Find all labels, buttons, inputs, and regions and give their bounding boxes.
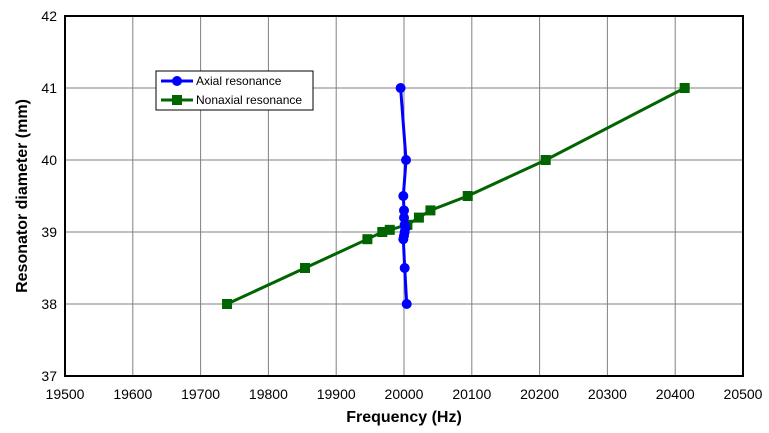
series-axial: [395, 83, 412, 309]
legend-marker-circle-icon: [172, 76, 182, 86]
y-tick-label: 38: [41, 296, 57, 312]
x-axis-ticks: 19500 19600 19700 19800 19900 20000 20100 20200…: [46, 386, 763, 402]
plot-area-border: [64, 15, 744, 377]
y-tick-label: 39: [41, 224, 57, 240]
x-tick-label: 19800: [249, 386, 288, 402]
legend: Axial resonance Nonaxial resonance: [155, 70, 314, 111]
data-point: [399, 212, 409, 223]
series-nonaxial: [222, 83, 690, 309]
data-point: [398, 234, 409, 245]
y-tick-label: 40: [41, 152, 57, 168]
data-point: [401, 299, 412, 309]
data-point: [384, 224, 395, 235]
x-tick-label: 19700: [181, 386, 220, 402]
x-tick-label: 20400: [656, 386, 695, 402]
x-tick-label: 19600: [113, 386, 152, 402]
data-point: [413, 212, 424, 223]
series-layer: [222, 83, 690, 309]
data-point: [398, 191, 409, 201]
x-tick-label: 20300: [588, 386, 627, 402]
x-tick-label: 20500: [724, 386, 763, 402]
data-point: [377, 227, 388, 237]
x-tick-label: 19900: [317, 386, 356, 402]
x-tick-label: 20200: [520, 386, 559, 402]
y-axis-ticks: 37 38 39 40 41 42: [41, 8, 57, 384]
data-point: [399, 205, 409, 216]
series-line: [226, 86, 686, 306]
x-axis-label: Frequency (Hz): [346, 409, 462, 426]
y-tick-label: 42: [41, 8, 57, 24]
data-point: [425, 205, 436, 216]
x-tick-label: 19500: [46, 386, 85, 402]
data-point: [395, 83, 406, 93]
legend-box: [155, 70, 314, 111]
data-point: [300, 263, 311, 273]
data-point: [399, 263, 410, 273]
x-tick-label: 20100: [452, 386, 491, 402]
data-point: [222, 299, 233, 309]
x-tick-label: 20000: [385, 386, 424, 402]
legend-label: Axial resonance: [196, 74, 282, 88]
data-point: [679, 83, 690, 93]
data-point: [362, 234, 373, 245]
y-tick-label: 37: [41, 368, 57, 384]
data-point: [462, 191, 473, 201]
y-tick-label: 41: [41, 80, 57, 96]
data-point: [540, 155, 551, 165]
legend-marker-square-icon: [172, 95, 182, 105]
data-point: [401, 155, 412, 165]
y-axis-label: Resonator diameter (mm): [14, 99, 31, 293]
legend-label: Nonaxial resonance: [196, 93, 302, 107]
